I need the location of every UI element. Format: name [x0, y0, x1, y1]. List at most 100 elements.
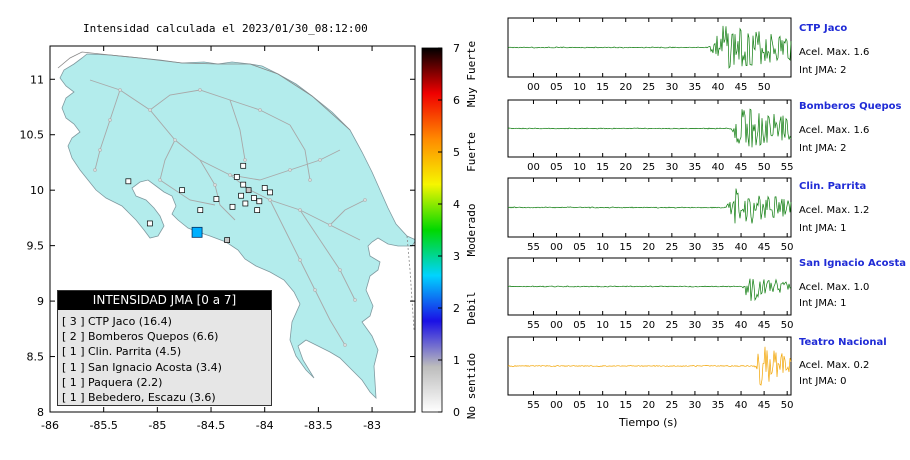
eastern-border — [406, 235, 415, 331]
station-name: Teatro Nacional — [799, 337, 887, 348]
trace-tick-label: 45 — [758, 320, 771, 331]
road-line — [299, 209, 356, 301]
colorbar-category-label: Moderado — [465, 204, 478, 257]
town-marker — [173, 138, 177, 142]
town-marker — [213, 183, 217, 187]
road-line — [94, 89, 121, 171]
x-tick-label: -85.5 — [89, 419, 117, 432]
seismogram-panel: 55 00 05 10 15 20 25 30 35 40 45 50 — [507, 257, 794, 331]
town-marker — [148, 108, 152, 112]
legend-entry: [ 1 ] San Ignacio Acosta (3.4) — [62, 360, 271, 375]
road-line — [159, 139, 176, 181]
trace-waveform — [507, 346, 792, 386]
station-marker — [242, 200, 249, 207]
trace-tick-label: 20 — [642, 242, 655, 253]
legend-entry: [ 2 ] Bomberos Quepos (6.6) — [62, 329, 271, 344]
trace-tick-label: 35 — [689, 82, 702, 93]
trace-tick-label: 55 — [781, 162, 794, 173]
legend-entry: [ 3 ] CTP Jaco (16.4) — [62, 314, 271, 329]
trace-tick-label: 35 — [712, 320, 725, 331]
trace-tick-label: 50 — [781, 320, 794, 331]
legend-label: Clin. Parrita (4.5) — [88, 345, 182, 359]
legend-code: [ 1 ] — [62, 360, 85, 374]
station-jma-intensity: Int JMA: 0 — [799, 376, 847, 387]
colorbar-tick-label: 3 — [453, 250, 460, 263]
northern-border — [57, 51, 351, 131]
town-marker — [243, 158, 247, 162]
colorbar-gradient — [421, 47, 443, 413]
road-line — [269, 199, 346, 346]
legend-code: [ 3 ] — [62, 315, 85, 328]
station-name: Clin. Parrita — [799, 181, 867, 192]
page-title: Intensidad calculada el 2023/01/30_08:12… — [83, 22, 368, 35]
town-marker — [268, 198, 272, 202]
trace-tick-label: 40 — [712, 82, 725, 93]
town-marker — [158, 178, 162, 182]
legend-code: [ 1 ] — [62, 345, 85, 359]
trace-tick-label: 05 — [550, 162, 563, 173]
trace-waveform — [507, 25, 792, 69]
town-marker — [353, 298, 357, 302]
trace-tick-label: 55 — [527, 400, 540, 411]
trace-tick-label: 10 — [573, 162, 586, 173]
station-marker — [233, 174, 240, 180]
station-marker — [179, 187, 185, 194]
town-marker — [338, 268, 342, 272]
neighbor-region — [50, 46, 415, 150]
legend-entry: [ 1 ] Bebedero, Escazu (3.6) — [62, 390, 271, 405]
trace-tick-label: 30 — [665, 162, 678, 173]
station-marker — [245, 187, 252, 194]
colorbar-tick-label: 6 — [453, 94, 460, 107]
trace-tick-label: 30 — [689, 320, 702, 331]
intensity-legend: INTENSIDAD JMA [0 a 7] [ 3 ] CTP Jaco (16… — [57, 290, 272, 406]
trace-tick-label: 10 — [596, 400, 609, 411]
trace-tick-label: 25 — [665, 242, 678, 253]
trace-tick-label: 35 — [712, 242, 725, 253]
map-axes: -86 -85.5 -85 -84.5 -84 -83.5 -83 8 8.5 9 9.5 10 10.… — [20, 45, 416, 432]
trace-tick-label: 05 — [550, 82, 563, 93]
road-line — [289, 124, 311, 181]
town-marker — [98, 148, 102, 152]
station-marker — [240, 162, 247, 169]
trace-tick-label: 00 — [550, 242, 563, 253]
seismogram-panel: 00 05 10 15 20 25 30 35 40 45 50 55 — [507, 99, 794, 173]
station-marker — [251, 195, 257, 201]
legend-label: San Ignacio Acosta (3.4) — [88, 360, 222, 374]
town-marker — [308, 178, 312, 182]
x-tick-label: -86 — [41, 419, 59, 432]
trace-tick-label: 30 — [689, 242, 702, 253]
town-marker — [343, 343, 347, 347]
town-marker — [313, 288, 317, 292]
colorbar-tick-label: 1 — [453, 354, 460, 367]
station-name: San Ignacio Acosta — [799, 258, 907, 269]
station-jma-intensity: Int JMA: 2 — [799, 143, 847, 154]
trace-waveform — [507, 108, 792, 148]
trace-tick-label: 15 — [619, 400, 632, 411]
seismogram-panel: 00 05 10 15 20 25 30 35 40 45 50 — [507, 17, 792, 93]
x-tick-label: -85 — [148, 419, 166, 432]
trace-tick-label: 45 — [758, 400, 771, 411]
trace-tick-label: 10 — [596, 320, 609, 331]
trace-tick-label: 25 — [642, 82, 655, 93]
trace-tick-label: 50 — [758, 162, 771, 173]
trace-tick-label: 25 — [665, 320, 678, 331]
colorbar-tick-label: 2 — [453, 302, 460, 315]
colorbar-category-label: Debil — [465, 291, 478, 324]
trace-tick-label: 00 — [550, 320, 563, 331]
town-marker — [298, 208, 302, 212]
intensity-colorbar: 0 1 2 3 4 5 6 7 No sentido Debil Moderado Fuerte Muy… — [421, 41, 478, 419]
road-line — [159, 179, 216, 206]
trace-tick-label: 15 — [596, 82, 609, 93]
highlight-station-marker — [191, 226, 203, 238]
y-tick-label: 9 — [37, 295, 44, 308]
map-frame — [49, 45, 416, 413]
trace-waveform — [508, 188, 792, 224]
road-line — [229, 99, 246, 161]
legend-label: Bebedero, Escazu (3.6) — [88, 390, 216, 404]
station-marker — [229, 203, 236, 210]
station-marker — [146, 220, 153, 227]
trace-tick-label: 20 — [619, 82, 632, 93]
town-marker — [108, 118, 112, 122]
station-marker — [213, 196, 220, 202]
x-tick-label: -83 — [363, 419, 381, 432]
